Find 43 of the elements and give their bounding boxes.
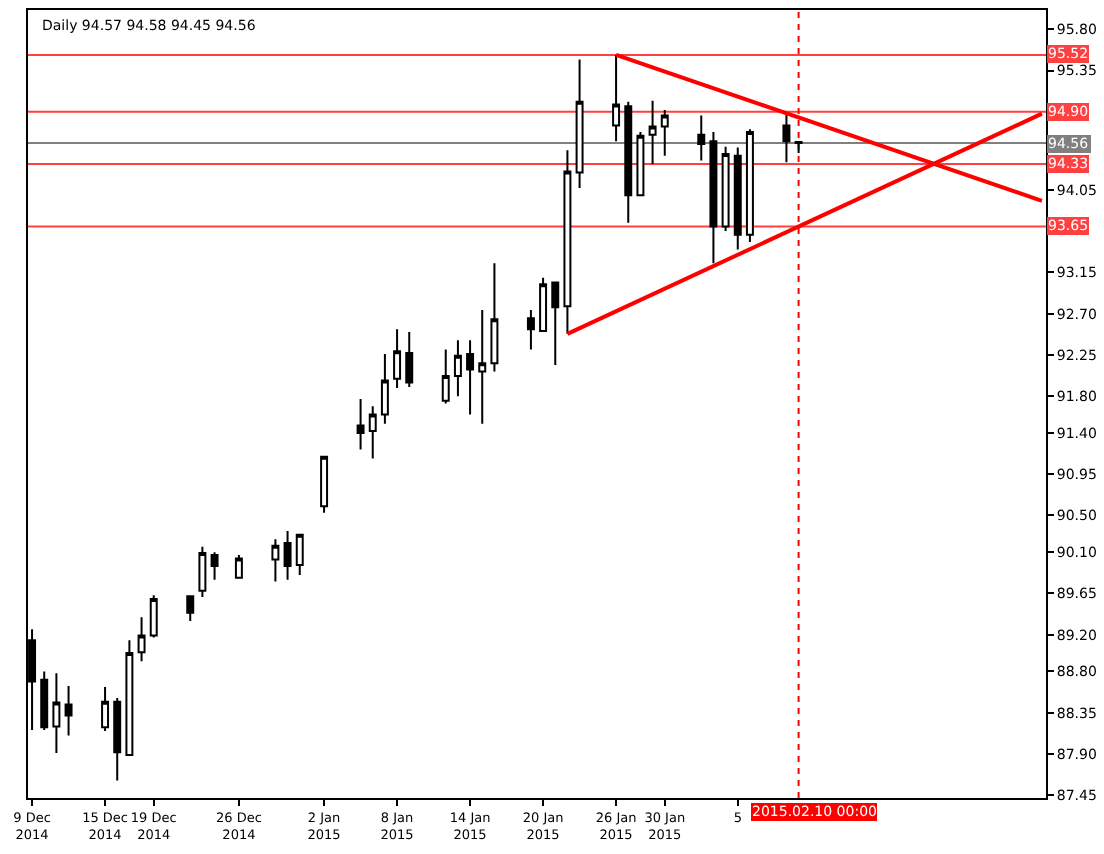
candlestick bbox=[295, 532, 304, 577]
candlestick bbox=[198, 545, 207, 599]
candlestick bbox=[271, 538, 280, 583]
candlestick bbox=[234, 553, 243, 579]
candlestick bbox=[697, 114, 706, 162]
candlestick bbox=[356, 397, 365, 451]
candlestick bbox=[320, 455, 329, 514]
candlestick bbox=[636, 131, 645, 197]
candlestick bbox=[478, 308, 487, 425]
candlestick bbox=[453, 339, 462, 398]
candlestick bbox=[52, 672, 61, 755]
candlestick bbox=[660, 109, 669, 157]
candlestick bbox=[125, 639, 134, 756]
candlestick bbox=[721, 145, 730, 233]
candlestick bbox=[782, 111, 791, 164]
candlestick bbox=[186, 594, 195, 622]
candlestick bbox=[101, 686, 110, 733]
candlestick bbox=[745, 128, 754, 244]
candlestick bbox=[490, 262, 499, 373]
candlestick bbox=[393, 328, 402, 389]
candlestick bbox=[149, 594, 158, 639]
candlestick bbox=[405, 330, 414, 389]
candlestick bbox=[539, 276, 548, 333]
candlestick bbox=[137, 616, 146, 663]
candlestick bbox=[283, 530, 292, 581]
candlestick bbox=[575, 58, 584, 189]
candlestick bbox=[648, 99, 657, 166]
candlestick bbox=[368, 405, 377, 460]
candlestick bbox=[551, 280, 560, 367]
candlestick bbox=[466, 339, 475, 416]
candlestick bbox=[624, 100, 633, 224]
candlestick bbox=[441, 348, 450, 405]
candlestick bbox=[113, 697, 122, 782]
candlestick bbox=[526, 308, 535, 351]
candlestick bbox=[380, 353, 389, 425]
candlestick bbox=[733, 146, 742, 251]
candlestick bbox=[40, 670, 49, 732]
candlestick bbox=[64, 685, 73, 737]
candlestick bbox=[563, 149, 572, 335]
candlestick bbox=[794, 140, 803, 155]
candlestick bbox=[709, 131, 718, 265]
candlestick bbox=[612, 53, 621, 143]
candlestick bbox=[210, 551, 219, 581]
